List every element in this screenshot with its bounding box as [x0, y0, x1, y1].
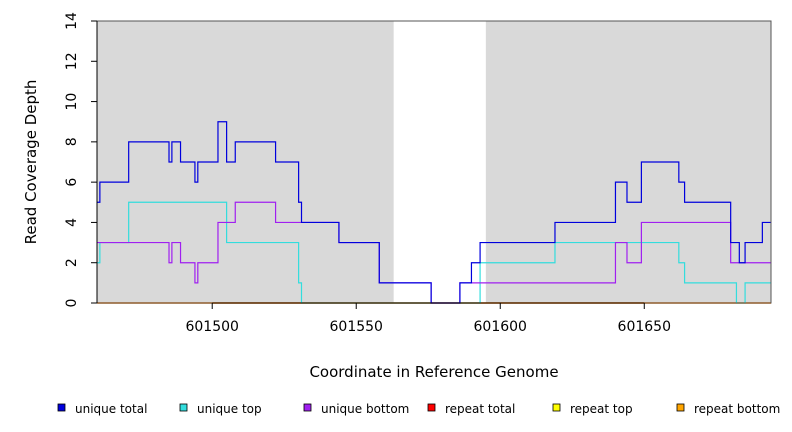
legend-label: unique bottom — [321, 402, 409, 416]
legend-swatch — [676, 403, 685, 412]
series-unique-total — [97, 121, 771, 304]
x-tick-label: 601650 — [618, 319, 671, 335]
legend-item-repeat-total: repeat total — [427, 402, 515, 416]
shaded-region-1 — [97, 21, 394, 303]
legend-swatch — [303, 403, 312, 412]
y-tick-label: 4 — [64, 218, 80, 227]
x-axis-label: Coordinate in Reference Genome — [309, 363, 558, 381]
legend-label: repeat total — [445, 402, 515, 416]
y-tick-label: 0 — [64, 299, 80, 308]
legend-label: repeat top — [570, 402, 633, 416]
legend-swatch — [552, 403, 561, 412]
x-tick-label: 601500 — [185, 319, 238, 335]
y-tick-label: 8 — [64, 137, 80, 146]
y-tick-label: 10 — [64, 93, 80, 111]
x-tick-label: 601550 — [330, 319, 383, 335]
legend-swatch — [57, 403, 66, 412]
legend-swatch — [179, 403, 188, 412]
legend-swatch — [427, 403, 436, 412]
legend-item-unique-top: unique top — [179, 402, 262, 416]
legend: unique total unique top unique bottom repea… — [57, 402, 780, 416]
shaded-region-2 — [485, 21, 771, 303]
legend-item-repeat-bottom: repeat bottom — [676, 402, 780, 416]
y-axis-label: Read Coverage Depth — [22, 80, 40, 245]
y-tick-label: 6 — [64, 178, 80, 187]
y-axis: 0 2 4 6 8 10 12 14 — [64, 12, 98, 308]
shaded-regions — [97, 21, 771, 303]
x-tick-label: 601600 — [474, 319, 527, 335]
legend-item-unique-total: unique total — [57, 402, 147, 416]
legend-label: unique top — [197, 402, 262, 416]
legend-item-unique-bottom: unique bottom — [303, 402, 409, 416]
y-tick-label: 12 — [64, 52, 80, 70]
x-axis: 601500 601550 601600 601650 — [185, 302, 671, 335]
y-tick-label: 14 — [64, 12, 80, 30]
legend-label: unique total — [75, 402, 147, 416]
y-tick-label: 2 — [64, 258, 80, 267]
legend-label: repeat bottom — [694, 402, 780, 416]
legend-item-repeat-top: repeat top — [552, 402, 633, 416]
